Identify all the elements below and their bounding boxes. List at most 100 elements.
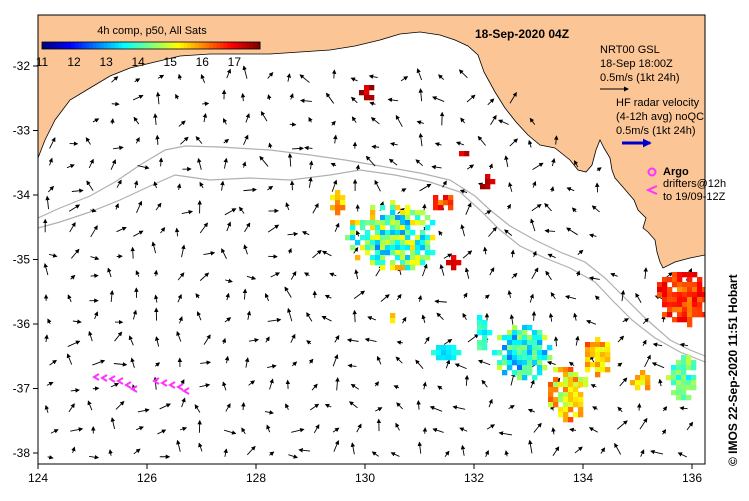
sst-cell xyxy=(385,250,390,255)
legend-gsl-scale: 0.5m/s (1kt 24h) xyxy=(600,72,679,84)
sst-cell xyxy=(667,287,672,292)
colorbar-tick-label: 11 xyxy=(36,55,49,69)
sst-cell xyxy=(420,260,425,265)
sst-cell xyxy=(410,210,415,215)
sst-cell xyxy=(360,225,365,230)
sst-cell xyxy=(573,387,578,392)
sst-cell xyxy=(507,340,512,345)
sst-cell xyxy=(645,385,650,390)
sst-cell xyxy=(400,255,405,260)
sst-cell xyxy=(400,240,405,245)
colorbar-cell xyxy=(191,42,195,49)
colorbar-cell xyxy=(60,42,64,49)
sst-cell xyxy=(370,235,375,240)
sst-cell xyxy=(553,402,558,407)
sst-cell xyxy=(657,292,662,297)
current-arrow xyxy=(133,248,134,259)
sst-cell xyxy=(405,260,410,265)
sst-cell xyxy=(553,382,558,387)
sst-cell xyxy=(522,325,527,330)
sst-cell xyxy=(405,240,410,245)
sst-cell xyxy=(532,350,537,355)
sst-cell xyxy=(686,385,691,390)
colorbar-cell xyxy=(140,42,144,49)
sst-cell xyxy=(410,255,415,260)
colorbar-cell xyxy=(122,42,126,49)
sst-cell xyxy=(420,210,425,215)
sst-cell xyxy=(522,345,527,350)
sst-cell xyxy=(425,235,430,240)
sst-cell xyxy=(400,230,405,235)
sst-cell xyxy=(585,352,590,357)
sst-cell xyxy=(430,220,435,225)
sst-cell xyxy=(578,402,583,407)
sst-cell xyxy=(430,250,435,255)
sst-cell xyxy=(563,382,568,387)
sst-cell xyxy=(677,302,682,307)
sst-cell xyxy=(480,184,485,189)
sst-cell xyxy=(563,377,568,382)
sst-cell xyxy=(537,355,542,360)
sst-cell xyxy=(512,370,517,375)
sst-cell xyxy=(600,367,605,372)
sst-cell xyxy=(415,245,420,250)
sst-cell xyxy=(573,397,578,402)
sst-cell xyxy=(687,282,692,287)
y-tick-label: -35 xyxy=(13,253,31,267)
sst-cell xyxy=(375,220,380,225)
sst-cell xyxy=(335,210,340,215)
sst-cell xyxy=(415,220,420,225)
sst-cell xyxy=(677,317,682,322)
sst-cell xyxy=(682,282,687,287)
sst-cell xyxy=(405,245,410,250)
sst-cell xyxy=(497,350,502,355)
legend-gsl-title: NRT00 GSL xyxy=(600,44,660,56)
current-arrow xyxy=(157,136,158,145)
sst-cell xyxy=(553,367,558,372)
sst-cell xyxy=(340,205,345,210)
sst-cell xyxy=(464,151,469,156)
sst-cell xyxy=(400,220,405,225)
sst-cell xyxy=(522,365,527,370)
sst-cell xyxy=(542,335,547,340)
colorbar-cell xyxy=(144,42,148,49)
colorbar-tick-label: 14 xyxy=(131,55,145,69)
sst-cell xyxy=(537,335,542,340)
sst-cell xyxy=(390,318,395,323)
sst-cell xyxy=(527,345,532,350)
sst-cell xyxy=(692,312,697,317)
sst-cell xyxy=(507,355,512,360)
sst-cell xyxy=(677,307,682,312)
colorbar-cell xyxy=(111,42,115,49)
sst-cell xyxy=(415,215,420,220)
sst-cell xyxy=(415,250,420,255)
sst-cell xyxy=(662,292,667,297)
sst-cell xyxy=(425,250,430,255)
sst-cell xyxy=(380,215,385,220)
current-arrow xyxy=(597,183,598,192)
sst-cell xyxy=(568,367,573,372)
sst-cell xyxy=(390,245,395,250)
sst-cell xyxy=(583,382,588,387)
sst-cell xyxy=(672,272,677,277)
sst-cell xyxy=(431,350,436,355)
sst-cell xyxy=(635,380,640,385)
sst-cell xyxy=(405,235,410,240)
sst-cell xyxy=(365,245,370,250)
sst-cell xyxy=(477,330,482,335)
x-tick-label: 124 xyxy=(28,471,48,485)
sst-cell xyxy=(578,412,583,417)
sst-cell xyxy=(662,302,667,307)
sst-cell xyxy=(677,292,682,297)
legend-hf-title: HF radar velocity xyxy=(616,97,700,109)
sst-cell xyxy=(635,375,640,380)
sst-cell xyxy=(380,245,385,250)
sst-cell xyxy=(671,380,676,385)
sst-cell xyxy=(573,382,578,387)
sst-cell xyxy=(548,402,553,407)
sst-cell xyxy=(532,345,537,350)
sst-cell xyxy=(585,357,590,362)
sst-cell xyxy=(522,360,527,365)
sst-cell xyxy=(370,215,375,220)
sst-cell xyxy=(405,225,410,230)
